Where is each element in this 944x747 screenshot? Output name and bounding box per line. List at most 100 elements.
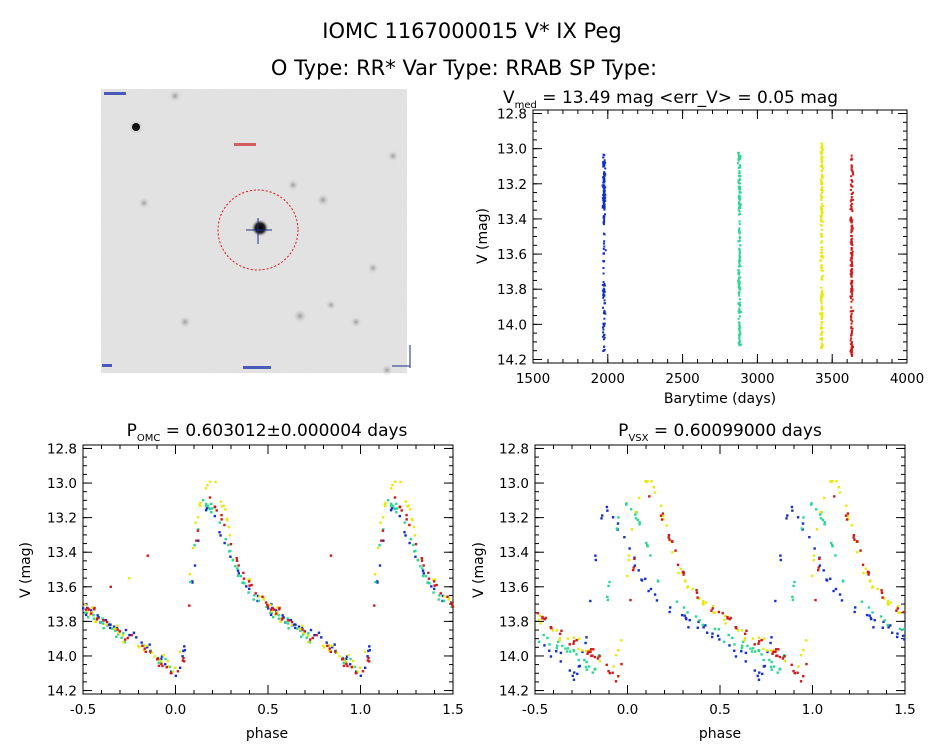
data-point [541, 615, 544, 619]
data-point [739, 340, 742, 343]
data-point [668, 610, 671, 614]
data-point [603, 299, 606, 302]
data-point [421, 569, 425, 572]
data-point [820, 157, 823, 160]
data-point [819, 296, 822, 299]
data-point [850, 290, 853, 293]
data-point [851, 262, 854, 265]
data-point [284, 620, 288, 624]
data-point [634, 510, 637, 514]
data-point [286, 622, 290, 625]
data-point [204, 487, 208, 490]
data-point [850, 325, 853, 328]
star-field-image [101, 89, 411, 376]
background-star [367, 262, 379, 274]
data-point [399, 480, 402, 484]
data-point [213, 505, 216, 508]
data-point [115, 628, 118, 631]
data-point [881, 626, 884, 629]
data-point [659, 514, 663, 517]
data-point [555, 629, 558, 632]
data-point [821, 267, 824, 270]
y-tick-label: 13.8 [499, 614, 529, 630]
data-point [738, 223, 741, 226]
data-point [867, 606, 871, 609]
data-point [856, 551, 859, 554]
data-point [850, 337, 853, 340]
data-point [851, 219, 854, 222]
data-point [722, 640, 726, 644]
data-point [277, 614, 280, 617]
data-point [182, 649, 185, 653]
data-point [451, 605, 455, 608]
data-point [849, 259, 852, 262]
data-point [883, 597, 886, 600]
data-point [174, 674, 178, 677]
data-point [850, 195, 853, 198]
data-point [838, 593, 842, 596]
data-point [640, 579, 644, 582]
data-point [287, 618, 290, 622]
data-point [850, 243, 853, 246]
data-point [602, 260, 605, 263]
data-point [655, 599, 659, 602]
data-point [763, 664, 766, 668]
data-point [591, 671, 594, 674]
data-point [602, 165, 605, 168]
data-point [887, 603, 890, 606]
data-point [345, 655, 349, 658]
data-point [737, 181, 740, 184]
data-point [301, 628, 304, 631]
data-point [123, 641, 127, 644]
data-point [738, 194, 741, 197]
data-point [182, 660, 186, 663]
panel-title: Vmed = 13.49 mag <err_V> = 0.05 mag [503, 88, 838, 111]
lightcurve-panel: Vmed = 13.49 mag <err_V> = 0.05 mag 1500… [475, 88, 924, 407]
data-point [783, 659, 787, 663]
data-point [121, 634, 125, 637]
data-point [850, 229, 853, 232]
data-point [683, 580, 687, 583]
data-point [142, 649, 146, 652]
data-point [227, 525, 231, 529]
data-point [886, 623, 889, 627]
data-point [398, 514, 401, 518]
data-point [637, 569, 640, 572]
data-point [102, 618, 105, 622]
data-point [738, 310, 741, 313]
data-point [393, 480, 397, 483]
data-point [603, 220, 606, 223]
data-point [821, 278, 824, 281]
data-point [118, 630, 122, 633]
data-point [153, 655, 156, 658]
data-point [737, 152, 740, 155]
data-point [845, 518, 849, 521]
data-point [737, 159, 740, 162]
data-point [189, 580, 192, 584]
data-point [602, 223, 605, 226]
data-point [208, 496, 212, 499]
data-point [820, 233, 823, 236]
data-point [603, 245, 606, 248]
data-point [820, 255, 823, 258]
data-point [837, 485, 840, 489]
data-point [791, 509, 794, 512]
data-point [603, 336, 606, 339]
data-point [850, 240, 853, 243]
data-point [201, 499, 205, 502]
data-point [738, 230, 741, 233]
x-axis-label: phase [246, 726, 288, 742]
data-point [850, 257, 853, 260]
data-point [603, 325, 606, 328]
data-point [148, 643, 151, 646]
data-point [241, 581, 245, 584]
data-point [424, 574, 427, 578]
data-point [427, 577, 431, 580]
data-point [603, 322, 606, 325]
data-point [606, 598, 610, 602]
data-point [737, 174, 740, 177]
data-point [819, 151, 822, 154]
data-point [760, 653, 763, 656]
data-point [420, 559, 424, 562]
data-point [248, 587, 251, 591]
